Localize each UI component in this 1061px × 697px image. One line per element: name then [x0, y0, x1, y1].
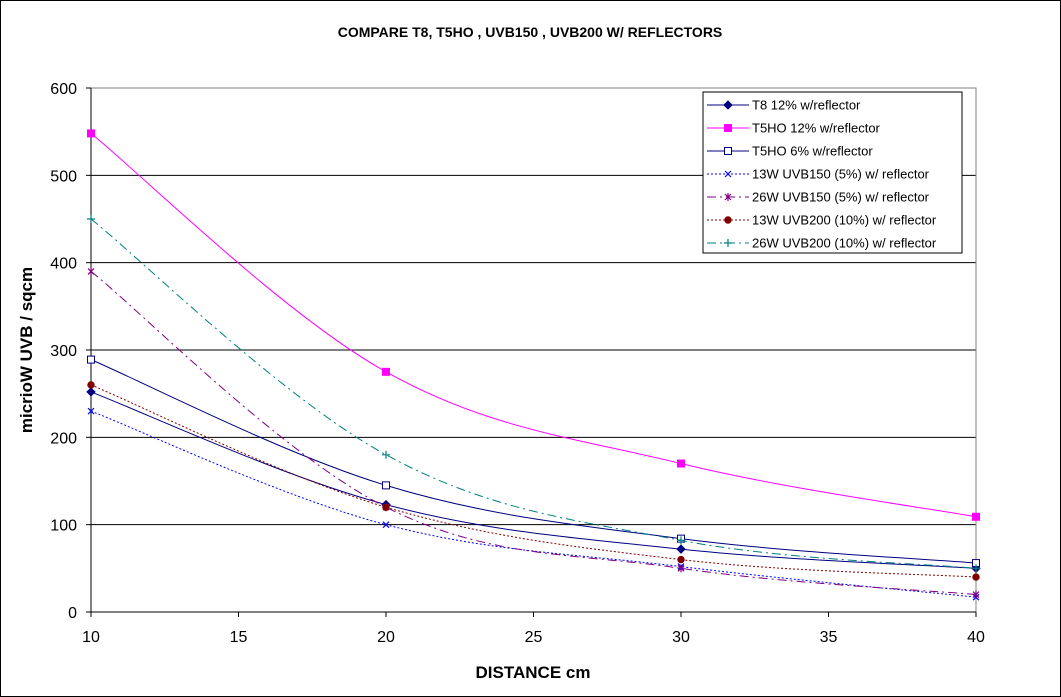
- legend-swatch-marker: [724, 124, 732, 132]
- legend-label: 26W UVB200 (10%) w/ reflector: [752, 236, 937, 251]
- legend-label: T5HO 6% w/reflector: [752, 144, 873, 159]
- series-7: [87, 215, 980, 573]
- y-tick-label: 400: [50, 256, 77, 273]
- legend-swatch-marker: [724, 147, 732, 155]
- series-2: [87, 129, 980, 521]
- y-tick-label: 500: [50, 168, 77, 185]
- data-point: [86, 387, 96, 397]
- series-line: [90, 391, 977, 569]
- data-point: [677, 536, 685, 545]
- y-axis-title: micrioW UVB / sqcm: [17, 267, 36, 433]
- x-axis-title: DISTANCE cm: [476, 663, 591, 682]
- data-point: [87, 407, 95, 415]
- series-line: [90, 271, 977, 596]
- x-tick-label: 15: [230, 629, 248, 646]
- data-point: [972, 590, 980, 599]
- data-point: [972, 512, 980, 521]
- axis-layer: 0 100 200 300 400 500 600 10 15 20 25 30 35 40: [50, 81, 985, 646]
- data-point: [382, 450, 390, 459]
- legend-swatch-marker: [724, 193, 732, 201]
- data-point: [382, 521, 390, 529]
- y-tick-label: 0: [68, 605, 77, 622]
- series-line: [90, 218, 977, 569]
- legend-swatch-marker: [724, 239, 732, 247]
- data-point: [677, 555, 685, 564]
- y-tick-label: 200: [50, 430, 77, 447]
- legend-label: T5HO 12% w/reflector: [752, 121, 881, 136]
- legend-swatch-marker: [724, 170, 732, 178]
- data-point: [87, 267, 95, 276]
- data-point: [382, 503, 390, 511]
- chart-title: COMPARE T8, T5HO , UVB150 , UVB200 W/ RE…: [338, 24, 723, 40]
- series-layer: [86, 129, 981, 601]
- data-point: [87, 381, 95, 389]
- y-tick-label: 600: [50, 81, 77, 98]
- legend-label: T8 12% w/reflector: [752, 98, 861, 113]
- legend-label: 26W UVB150 (5%) w/ reflector: [752, 190, 930, 205]
- data-point: [676, 544, 686, 554]
- series-6: [87, 381, 980, 581]
- series-line: [90, 133, 977, 518]
- x-tick-label: 20: [377, 629, 395, 646]
- data-point: [87, 215, 95, 223]
- legend-swatch-marker: [724, 216, 732, 224]
- data-point: [87, 129, 95, 138]
- x-tick-label: 35: [820, 629, 838, 646]
- data-point: [677, 564, 685, 573]
- legend-label: 13W UVB150 (5%) w/ reflector: [752, 167, 930, 182]
- data-point: [87, 355, 95, 364]
- legend-swatch-marker: [723, 100, 733, 110]
- x-tick-label: 25: [525, 629, 543, 646]
- y-tick-label: 100: [50, 518, 77, 535]
- data-point: [972, 564, 980, 573]
- data-point: [677, 459, 685, 468]
- legend-label: 13W UVB200 (10%) w/ reflector: [752, 213, 937, 228]
- data-point: [382, 481, 390, 490]
- x-tick-label: 30: [672, 629, 690, 646]
- data-point: [972, 573, 980, 581]
- series-line: [90, 384, 977, 578]
- y-tick-label: 300: [50, 343, 77, 360]
- legend: T8 12% w/reflector T5HO 12% w/reflector T5…: [702, 91, 963, 254]
- x-tick-label: 10: [82, 629, 100, 646]
- x-tick-label: 40: [967, 629, 985, 646]
- series-line: [90, 359, 977, 564]
- legend-box: [702, 91, 963, 254]
- data-point: [382, 367, 390, 376]
